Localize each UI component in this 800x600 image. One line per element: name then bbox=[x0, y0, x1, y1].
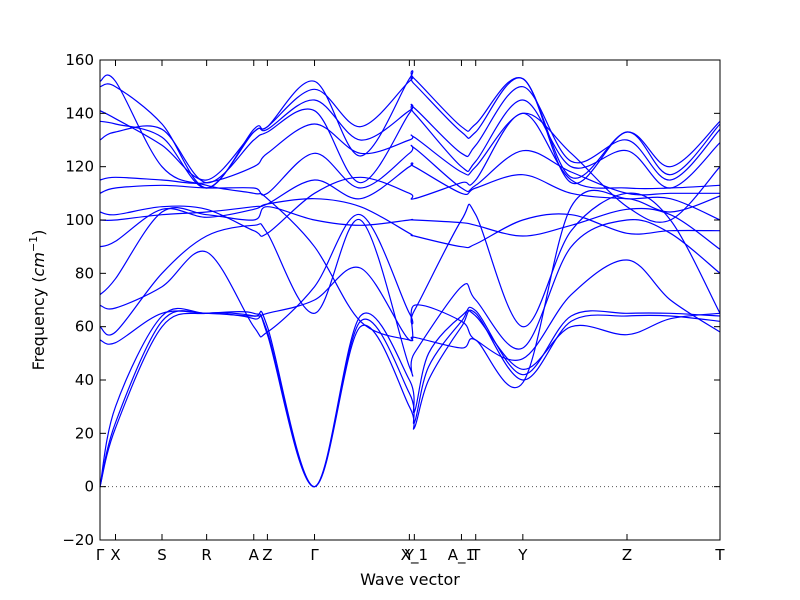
y-tick-label: 40 bbox=[75, 371, 94, 389]
band-line-9 bbox=[99, 162, 721, 221]
y-axis-title-prefix: Frequency ( bbox=[29, 276, 48, 370]
x-tick-label: X bbox=[110, 546, 120, 564]
x-tick-label: Y bbox=[517, 546, 528, 564]
band-line-5 bbox=[99, 218, 721, 377]
y-axis-title: Frequency (cm−1) bbox=[27, 230, 48, 371]
y-axis-title-suffix: ) bbox=[29, 230, 48, 236]
x-tick-label: Z bbox=[262, 546, 272, 564]
y-tick-label: 0 bbox=[84, 478, 94, 496]
y-tick-label: 80 bbox=[75, 264, 94, 282]
x-tick-label: A bbox=[249, 546, 260, 564]
y-tick-label: 160 bbox=[65, 51, 94, 69]
y-tick-label: 60 bbox=[75, 318, 94, 336]
y-tick-label: 100 bbox=[65, 211, 94, 229]
band-line-16 bbox=[99, 70, 721, 189]
x-tick-label: T bbox=[470, 546, 481, 564]
x-tick-label: Γ bbox=[310, 546, 319, 564]
x-tick-label: S bbox=[157, 546, 167, 564]
x-axis-title: Wave vector bbox=[360, 570, 460, 589]
series-layer bbox=[99, 70, 721, 488]
band-line-13 bbox=[99, 99, 721, 189]
x-tick-label: A_1 bbox=[448, 546, 475, 565]
y-tick-label: 120 bbox=[65, 158, 94, 176]
y-tick-label: 20 bbox=[75, 424, 94, 442]
band-line-7 bbox=[99, 206, 721, 296]
plot-frame bbox=[99, 59, 721, 541]
x-tick-layer: Γ X S R A Z Γ YX_1 A_1T Y Z T bbox=[96, 60, 725, 565]
x-tick-label: T bbox=[714, 546, 725, 564]
y-tick-label: −20 bbox=[62, 531, 94, 549]
x-tick-label: Γ bbox=[96, 546, 105, 564]
x-tick-label: R bbox=[201, 546, 211, 564]
band-line-14 bbox=[99, 86, 721, 189]
band-line-10 bbox=[99, 112, 721, 237]
y-axis-title-exponent: −1 bbox=[27, 236, 40, 252]
x-tick-label: Z bbox=[622, 546, 632, 564]
x-tick-label: X_1 bbox=[401, 546, 428, 565]
band-line-17 bbox=[99, 74, 721, 389]
band-line-11 bbox=[99, 144, 721, 196]
y-tick-layer: −20 0 20 40 60 80 100 120 140 160 bbox=[62, 51, 720, 549]
y-axis-title-unit: cm bbox=[29, 252, 48, 276]
band-line-8 bbox=[99, 198, 721, 249]
band-line-6 bbox=[99, 192, 721, 338]
band-line-3 bbox=[99, 307, 721, 488]
x-tick-label: Y bbox=[404, 546, 415, 564]
y-tick-label: 140 bbox=[65, 104, 94, 122]
